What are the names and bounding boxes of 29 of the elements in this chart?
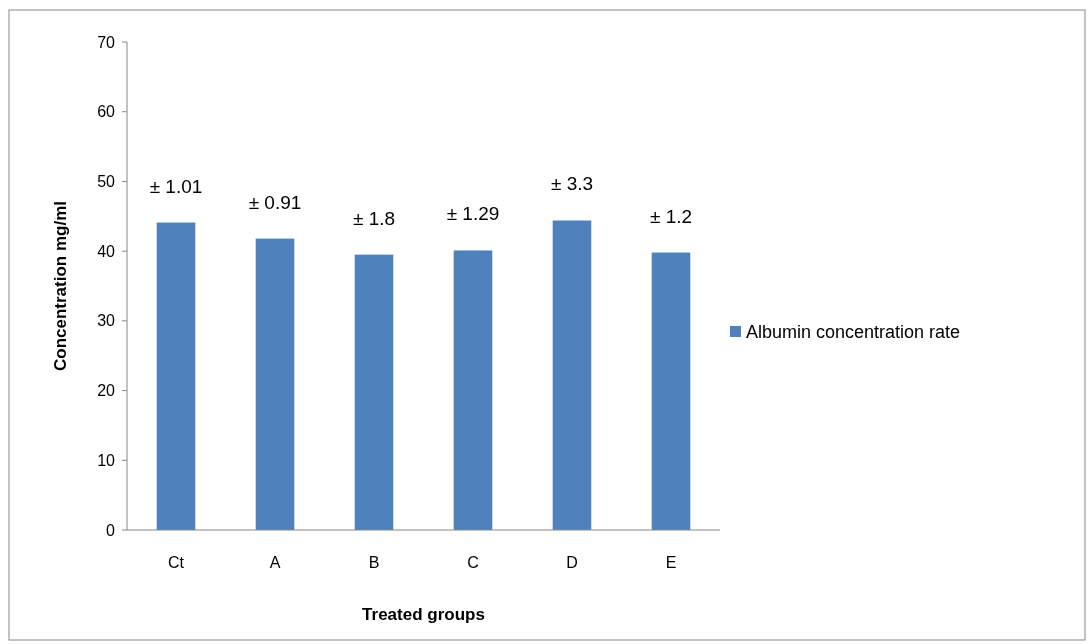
y-tick-label: 10 xyxy=(97,451,116,469)
bar xyxy=(453,250,493,530)
bar xyxy=(651,252,691,530)
y-tick-label: 70 xyxy=(97,33,116,51)
y-tick-label: 60 xyxy=(97,103,116,121)
x-tick-label: Ct xyxy=(168,554,185,571)
y-tick-label: 50 xyxy=(97,173,116,191)
bar xyxy=(552,220,592,530)
annotation: ± 1.29 xyxy=(446,203,500,225)
bar xyxy=(255,238,295,530)
annotation: ± 1.2 xyxy=(649,205,693,227)
x-tick-label: E xyxy=(665,554,677,571)
x-tick-label: D xyxy=(566,554,578,571)
annotation: ± 1.8 xyxy=(352,207,396,229)
bar xyxy=(156,222,196,530)
annotation: ± 0.91 xyxy=(248,191,302,213)
y-tick-label: 40 xyxy=(97,242,116,260)
y-axis-title: Concentration mg/ml xyxy=(51,200,70,372)
x-axis-title: Treated groups xyxy=(362,605,485,624)
x-tick-label: A xyxy=(269,554,281,571)
y-tick-label: 0 xyxy=(106,521,116,539)
y-tick-label: 20 xyxy=(97,382,116,400)
annotation: ± 1.01 xyxy=(149,175,203,197)
bar xyxy=(354,254,394,530)
annotation: ± 3.3 xyxy=(550,173,594,195)
x-tick-label: C xyxy=(467,554,479,571)
x-tick-label: B xyxy=(368,554,380,571)
y-tick-label: 30 xyxy=(97,312,116,330)
legend-label: Albumin concentration rate xyxy=(746,322,961,343)
